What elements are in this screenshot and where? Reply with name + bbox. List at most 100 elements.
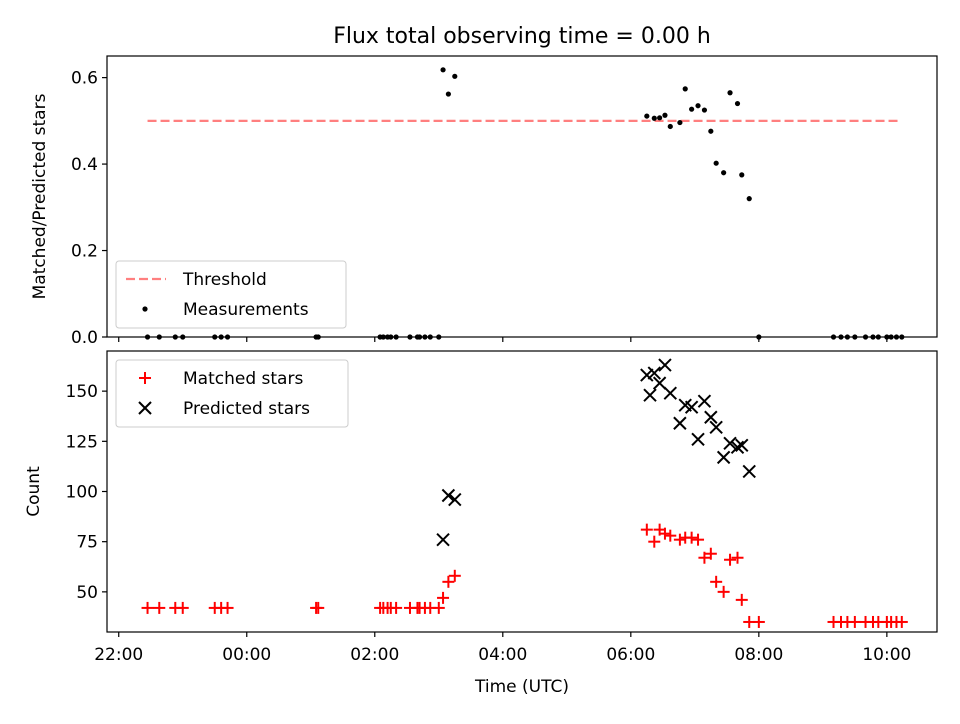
predicted-stars-point (742, 464, 756, 479)
legend-label: Threshold (182, 270, 267, 290)
measurement-point (440, 67, 446, 73)
matched-stars-point (717, 585, 730, 598)
measurement-point (677, 119, 683, 126)
matched-stars-point (153, 601, 166, 614)
predicted-stars-point (652, 376, 667, 390)
predicted-stars-point (691, 432, 705, 447)
predicted-stars-point (697, 394, 712, 408)
matched-stars-point (710, 575, 723, 588)
matched-stars-point (640, 523, 653, 536)
measurement-point (682, 86, 688, 92)
legend-label: Predicted stars (183, 399, 310, 419)
legend-label: Measurements (183, 300, 309, 320)
measurement-point (746, 196, 752, 202)
y-tick-label: 75 (76, 533, 98, 553)
predicted-stars-point (658, 358, 672, 372)
panel-2: 50 75 100 125 150 22:00 00:00 02:00 04:00 06:00 08… (24, 350, 938, 697)
predicted-stars-point (704, 410, 718, 424)
legend: Threshold Measurements (115, 260, 347, 329)
predicted-stars-point (663, 386, 677, 400)
matched-stars-point (658, 527, 671, 540)
matched-stars-point (664, 529, 677, 542)
predicted-stars-point (673, 416, 687, 430)
matched-stars-point (221, 601, 234, 614)
measurement-point (727, 90, 733, 96)
predicted-stars-point (441, 488, 456, 503)
x-tick-label: 02:00 (350, 645, 399, 665)
measurement-point (734, 100, 741, 107)
measurement-point (713, 160, 719, 166)
measurement-point (657, 115, 663, 121)
axes-frame (106, 55, 938, 338)
x-tick-label: 22:00 (94, 645, 143, 665)
predicted-stars-point (723, 436, 737, 451)
y-tick-label: 125 (66, 432, 98, 452)
matched-stars-point (752, 615, 765, 628)
measurement-point (695, 103, 701, 109)
y-tick-label: 0.2 (71, 242, 98, 262)
y-tick-label: 50 (76, 583, 98, 603)
predicted-stars-point (448, 492, 462, 507)
y-tick-label: 0.6 (71, 69, 98, 89)
legend-marker (142, 306, 148, 312)
legend: Matched stars Predicted stars (115, 359, 349, 428)
measurement-point (689, 106, 695, 112)
predicted-stars-point (640, 368, 654, 382)
matched-stars-point (848, 615, 861, 628)
matched-stars-point (442, 575, 455, 588)
x-tick-label: 06:00 (606, 645, 655, 665)
legend-box (115, 260, 347, 329)
series-predicted-stars (436, 358, 756, 547)
legend-box (115, 359, 349, 428)
matched-stars-point (432, 601, 445, 614)
x-tick-label: 10:00 (862, 645, 911, 665)
matched-stars-point (437, 591, 450, 604)
y-tick-label: 0.4 (71, 155, 98, 175)
chart-title: Flux total observing time = 0.00 h (333, 24, 711, 49)
x-tick-label: 00:00 (222, 645, 271, 665)
matched-stars-point (673, 533, 686, 546)
legend-marker (138, 401, 152, 415)
y-tick-label: 100 (66, 483, 98, 503)
matched-stars-point (704, 547, 717, 560)
predicted-stars-point (735, 438, 749, 453)
series-matched-stars (141, 523, 908, 628)
measurement-point (651, 115, 657, 121)
measurement-point (667, 123, 673, 130)
measurement-point (452, 73, 458, 79)
matched-stars-point (141, 601, 154, 614)
y-tick-label: 0.0 (71, 328, 98, 348)
matched-stars-point (390, 601, 403, 614)
matched-stars-point (731, 551, 744, 564)
y-axis-label: Count (24, 466, 44, 517)
matched-stars-point (895, 615, 908, 628)
predicted-stars-point (643, 388, 657, 402)
x-tick-label: 08:00 (734, 645, 783, 665)
measurement-point (739, 172, 745, 178)
measurement-point (662, 112, 668, 118)
y-tick-label: 150 (66, 382, 98, 402)
matched-stars-point (692, 533, 705, 546)
predicted-stars-point (730, 440, 745, 455)
measurement-point (445, 91, 451, 97)
measurement-point (721, 170, 727, 176)
y-axis-label: Matched/Predicted stars (30, 93, 50, 299)
measurement-point (644, 113, 650, 119)
x-tick-label: 04:00 (478, 645, 527, 665)
x-axis-label: Time (UTC) (474, 677, 569, 697)
matched-stars-point (735, 593, 748, 606)
matched-stars-point (312, 601, 325, 614)
predicted-stars-point (647, 366, 661, 380)
predicted-stars-point (716, 450, 731, 465)
predicted-stars-point (436, 532, 450, 547)
matched-stars-point (685, 531, 698, 544)
predicted-stars-point (684, 400, 699, 414)
measurement-point (708, 128, 714, 134)
matched-stars-point (448, 569, 461, 582)
measurement-point (701, 107, 708, 113)
legend-marker (139, 372, 151, 384)
panel-1: 0.0 0.2 0.4 0.6 Matched/Predicted stars Thres… (30, 55, 938, 348)
matched-stars-point (648, 535, 661, 548)
